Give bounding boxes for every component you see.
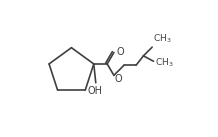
- Text: CH$_3$: CH$_3$: [155, 56, 173, 68]
- Text: O: O: [115, 74, 122, 84]
- Text: OH: OH: [88, 86, 103, 96]
- Text: CH$_3$: CH$_3$: [153, 33, 171, 45]
- Text: O: O: [116, 47, 124, 57]
